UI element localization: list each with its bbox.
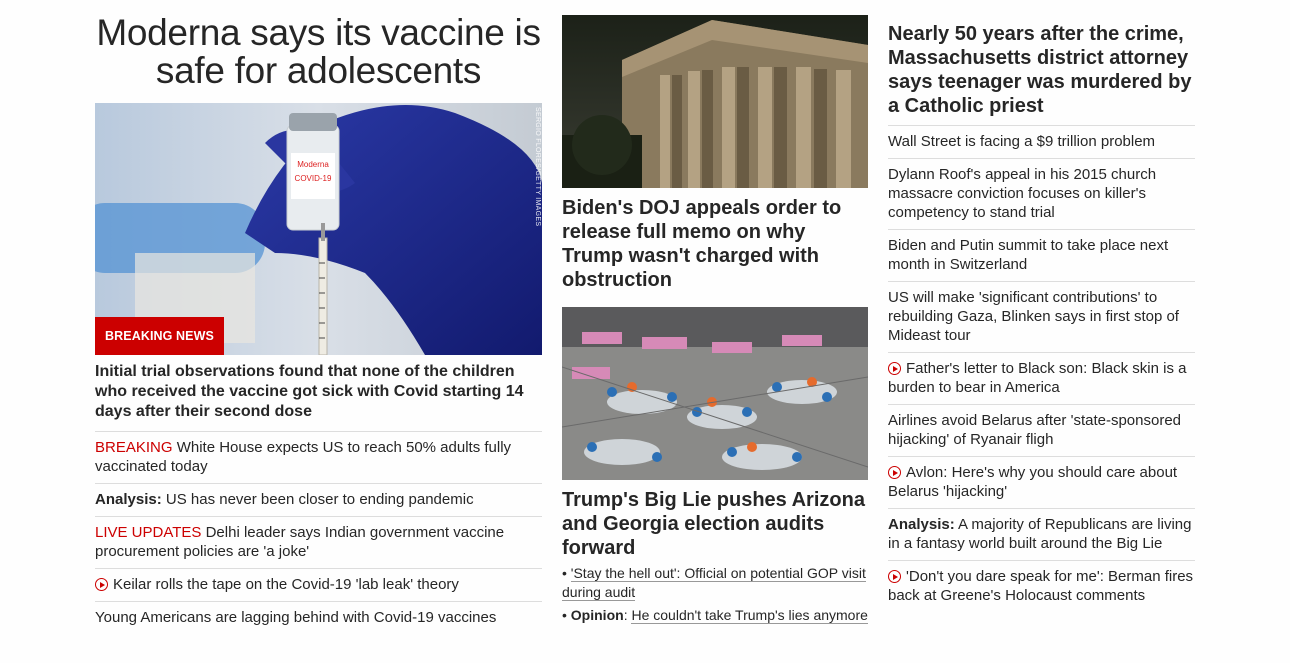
svg-text:COVID-19: COVID-19	[295, 174, 332, 183]
list-item-text: Dylann Roof's appeal in his 2015 church …	[888, 166, 1157, 221]
doj-headline[interactable]: Biden's DOJ appeals order to release ful…	[562, 197, 842, 291]
list-item[interactable]: Analysis: US has never been closer to en…	[95, 484, 542, 517]
list-item-text: Keilar rolls the tape on the Covid-19 'l…	[113, 576, 459, 593]
list-item[interactable]: Dylann Roof's appeal in his 2015 church …	[888, 159, 1195, 230]
right-list: Wall Street is facing a $9 trillion prob…	[888, 125, 1195, 612]
image-credit: SERGIO FLORES/GETTY IMAGES	[534, 107, 541, 227]
opinion-label: Opinion	[570, 607, 624, 623]
bullet-link[interactable]: He couldn't take Trump's lies anymore	[631, 607, 868, 624]
live-updates-kicker: LIVE UPDATES	[95, 524, 202, 541]
vaccine-photo: Moderna COVID-19	[95, 103, 542, 355]
list-item[interactable]: Keilar rolls the tape on the Covid-19 'l…	[95, 569, 542, 602]
list-item[interactable]: Wall Street is facing a $9 trillion prob…	[888, 126, 1195, 159]
list-item-text: Biden and Putin summit to take place nex…	[888, 237, 1169, 273]
analysis-kicker: Analysis:	[95, 491, 162, 508]
list-item-text: US has never been closer to ending pande…	[165, 491, 474, 508]
doj-building-photo[interactable]	[562, 15, 868, 188]
analysis-kicker: Analysis:	[888, 516, 955, 533]
list-item[interactable]: US will make 'significant contributions'…	[888, 282, 1195, 353]
list-item[interactable]: Father's letter to Black son: Black skin…	[888, 353, 1195, 405]
list-item[interactable]: Analysis: A majority of Republicans are …	[888, 509, 1195, 561]
svg-text:Moderna: Moderna	[297, 160, 329, 169]
play-circle-icon	[888, 570, 901, 583]
lead-summary[interactable]: Initial trial observations found that no…	[95, 363, 524, 420]
breaking-news-badge: BREAKING NEWS	[95, 317, 224, 355]
list-item[interactable]: LIVE UPDATES Delhi leader says Indian go…	[95, 517, 542, 569]
lead-headline[interactable]: Moderna says its vaccine is safe for ado…	[96, 12, 541, 91]
list-item-text: A majority of Republicans are living in …	[888, 516, 1192, 552]
lead-image[interactable]: Moderna COVID-19 SERGIO FLORES/GETTY IMA…	[95, 103, 542, 355]
bullet-link[interactable]: 'Stay the hell out': Official on potenti…	[562, 565, 866, 601]
list-item[interactable]: Avlon: Here's why you should care about …	[888, 457, 1195, 509]
list-item[interactable]: 'Don't you dare speak for me': Berman fi…	[888, 561, 1195, 612]
list-item[interactable]: Airlines avoid Belarus after 'state-spon…	[888, 405, 1195, 457]
list-item[interactable]: Young Americans are lagging behind with …	[95, 602, 542, 634]
right-column: Nearly 50 years after the crime, Massach…	[888, 0, 1195, 612]
audit-headline[interactable]: Trump's Big Lie pushes Arizona and Georg…	[562, 489, 865, 559]
list-item-text: Young Americans are lagging behind with …	[95, 609, 497, 626]
list-item-text: Delhi leader says Indian government vacc…	[95, 524, 505, 560]
bullet-item[interactable]: • Opinion: He couldn't take Trump's lies…	[562, 607, 868, 624]
play-circle-icon	[888, 466, 901, 479]
play-circle-icon	[888, 362, 901, 375]
play-circle-icon	[95, 578, 108, 591]
list-item[interactable]: Biden and Putin summit to take place nex…	[888, 230, 1195, 282]
breaking-kicker: BREAKING	[95, 439, 173, 456]
priest-headline[interactable]: Nearly 50 years after the crime, Massach…	[888, 23, 1192, 117]
middle-column: Biden's DOJ appeals order to release ful…	[562, 0, 868, 625]
list-item-text: Avlon: Here's why you should care about …	[888, 464, 1178, 500]
lead-story: Moderna says its vaccine is safe for ado…	[95, 0, 542, 634]
list-item-text: Father's letter to Black son: Black skin…	[888, 360, 1187, 396]
bullet-item[interactable]: • 'Stay the hell out': Official on poten…	[562, 565, 866, 601]
list-item[interactable]: BREAKING White House expects US to reach…	[95, 432, 542, 484]
list-item-text: Wall Street is facing a $9 trillion prob…	[888, 133, 1156, 150]
arizona-audit-photo[interactable]	[562, 307, 868, 480]
list-item-text: US will make 'significant contributions'…	[888, 289, 1179, 344]
lead-related-list: BREAKING White House expects US to reach…	[95, 431, 542, 634]
list-item-text: Airlines avoid Belarus after 'state-spon…	[888, 412, 1182, 448]
list-item-text: 'Don't you dare speak for me': Berman fi…	[888, 568, 1194, 604]
list-item-text: White House expects US to reach 50% adul…	[95, 439, 512, 475]
